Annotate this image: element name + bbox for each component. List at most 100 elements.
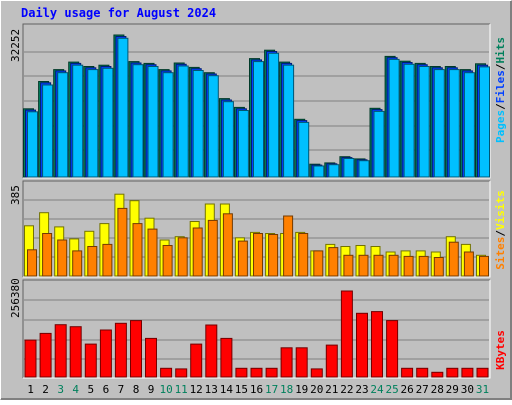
axis-max-label-hits: 32252 xyxy=(9,29,22,62)
legend-item-files: Files xyxy=(494,70,507,103)
day-label-12: 12 xyxy=(190,383,203,396)
panel-hits-files-pages xyxy=(22,23,491,179)
bar-kbytes-day-29 xyxy=(446,367,459,378)
legend-separator: / xyxy=(494,230,507,237)
bar-kbytes-day-9 xyxy=(145,337,157,378)
day-label-8: 8 xyxy=(133,383,140,396)
bar-sites-day-22 xyxy=(343,254,354,277)
bar-pages-day-23 xyxy=(358,160,370,178)
bar-sites-day-5 xyxy=(87,246,98,277)
bar-sites-day-24 xyxy=(373,254,384,277)
bar-sites-day-6 xyxy=(102,243,113,277)
bar-kbytes-day-12 xyxy=(190,343,203,378)
day-label-15: 15 xyxy=(235,383,248,396)
day-label-5: 5 xyxy=(87,383,94,396)
legend-separator: / xyxy=(494,103,507,110)
day-label-23: 23 xyxy=(355,383,368,396)
bar-pages-day-13 xyxy=(207,75,219,178)
bar-kbytes-day-18 xyxy=(280,347,293,378)
legend-item-sites: Sites xyxy=(494,237,507,270)
bar-pages-day-11 xyxy=(177,65,189,178)
bar-pages-day-28 xyxy=(433,69,445,178)
bar-pages-day-21 xyxy=(328,164,340,178)
panel-border-highlight xyxy=(23,280,491,379)
bar-pages-day-10 xyxy=(162,72,174,178)
day-label-31: 31 xyxy=(476,383,489,396)
day-labels: 1 2 3 4 5 6 7 8 9 10 11 12 13 14 15 16 17 18 19 20 21 22 23 24 2… xyxy=(27,383,489,396)
bar-pages-day-1 xyxy=(27,111,38,178)
bar-pages-day-15 xyxy=(237,110,249,178)
bar-sites-day-12 xyxy=(192,227,203,277)
bar-kbytes-day-30 xyxy=(461,367,474,378)
bar-kbytes-day-7 xyxy=(114,322,127,378)
bar-sites-day-3 xyxy=(57,239,68,277)
bar-pages-day-9 xyxy=(147,66,159,178)
bar-kbytes-day-19 xyxy=(295,347,308,378)
panel-border-highlight xyxy=(23,181,491,278)
bar-kbytes-day-6 xyxy=(99,329,112,378)
bar-pages-day-22 xyxy=(343,158,355,178)
bar-kbytes-day-31 xyxy=(476,367,489,378)
bar-pages-day-4 xyxy=(72,64,84,178)
bar-sites-day-4 xyxy=(72,250,83,277)
bar-sites-day-20 xyxy=(313,250,324,277)
bar-sites-day-8 xyxy=(132,223,143,277)
bar-kbytes-day-13 xyxy=(205,324,218,378)
bar-pages-day-5 xyxy=(87,69,99,178)
day-label-4: 4 xyxy=(72,383,79,396)
bar-kbytes-day-14 xyxy=(220,337,233,378)
bar-sites-day-17 xyxy=(268,234,279,277)
bar-sites-day-2 xyxy=(42,233,53,277)
bar-kbytes-day-22 xyxy=(340,290,353,378)
day-label-14: 14 xyxy=(220,383,234,396)
day-label-20: 20 xyxy=(310,383,323,396)
legend-text: Sites/Visits xyxy=(494,190,507,270)
chart-title: Daily usage for August 2024 xyxy=(21,6,216,20)
day-label-16: 16 xyxy=(250,383,263,396)
bar-kbytes-day-15 xyxy=(235,367,248,378)
bar-sites-day-14 xyxy=(222,213,233,277)
bar-kbytes-day-21 xyxy=(325,344,338,378)
day-label-25: 25 xyxy=(385,383,398,396)
bar-pages-day-17 xyxy=(268,52,280,178)
bar-kbytes-day-16 xyxy=(250,367,263,378)
bar-sites-day-23 xyxy=(358,254,369,277)
day-label-1: 1 xyxy=(27,383,34,396)
bar-pages-day-31 xyxy=(479,66,490,178)
bar-pages-day-20 xyxy=(313,165,325,178)
day-label-24: 24 xyxy=(370,383,384,396)
day-label-6: 6 xyxy=(103,383,110,396)
bar-sites-day-28 xyxy=(433,257,444,277)
bar-pages-day-27 xyxy=(418,66,430,178)
bar-sites-day-15 xyxy=(237,240,248,277)
bar-sites-day-21 xyxy=(328,247,339,277)
axis-max-label-kbytes: 256380 xyxy=(9,278,22,318)
bar-sites-day-31 xyxy=(479,255,489,277)
bar-sites-day-7 xyxy=(117,207,128,277)
bar-pages-day-14 xyxy=(222,101,234,178)
day-label-11: 11 xyxy=(175,383,188,396)
bar-kbytes-day-27 xyxy=(416,367,429,378)
bar-pages-day-29 xyxy=(448,69,460,178)
day-label-13: 13 xyxy=(205,383,218,396)
legend-separator: / xyxy=(494,63,507,70)
day-label-28: 28 xyxy=(431,383,444,396)
day-label-27: 27 xyxy=(416,383,429,396)
bar-kbytes-day-4 xyxy=(69,326,82,378)
day-label-18: 18 xyxy=(280,383,293,396)
bar-sites-day-13 xyxy=(207,219,218,277)
day-label-17: 17 xyxy=(265,383,278,396)
panel-border-shadow xyxy=(22,180,490,277)
day-label-2: 2 xyxy=(42,383,49,396)
bar-kbytes-day-20 xyxy=(310,368,323,378)
bar-sites-day-26 xyxy=(403,255,414,277)
bar-pages-day-16 xyxy=(253,61,264,178)
axis-max-label-visits: 385 xyxy=(9,185,22,205)
bar-kbytes-day-17 xyxy=(265,367,278,378)
day-label-19: 19 xyxy=(295,383,308,396)
bar-kbytes-day-23 xyxy=(356,312,368,378)
day-label-3: 3 xyxy=(57,383,64,396)
